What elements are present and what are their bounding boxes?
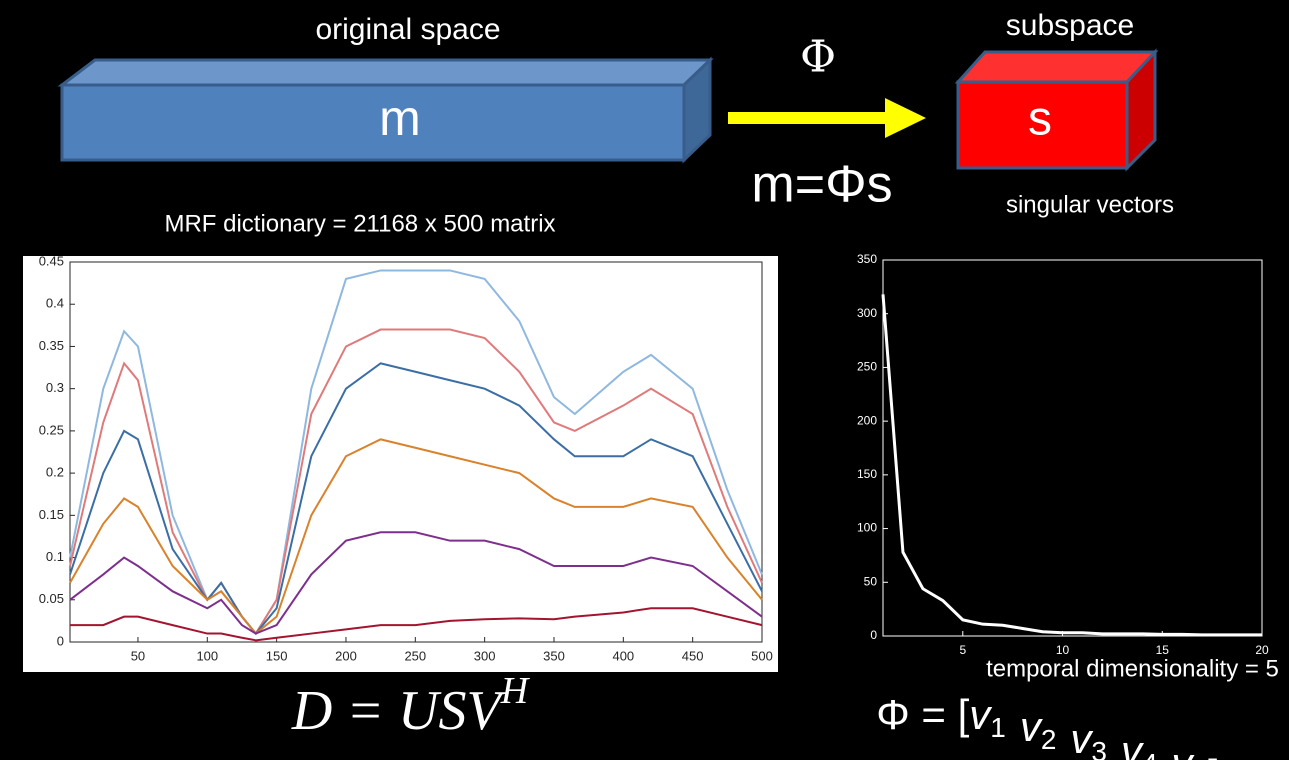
phi-label: Φ xyxy=(800,32,836,83)
x-tick-label: 20 xyxy=(1255,643,1269,657)
s-label: s xyxy=(1028,93,1052,146)
x-tick-label: 200 xyxy=(335,648,357,663)
arrow-head xyxy=(885,98,926,138)
box-top xyxy=(57,58,714,87)
svd-formula: D = USVH xyxy=(291,670,531,742)
series-line xyxy=(69,531,763,635)
formula-index: 3 xyxy=(1091,736,1107,760)
x-tick-label: 450 xyxy=(682,648,704,663)
y-tick-label: 300 xyxy=(857,306,877,320)
formula-vector: v xyxy=(1070,715,1094,760)
formula-sup: H xyxy=(500,670,531,712)
y-tick-label: 0.1 xyxy=(46,549,64,564)
series-line xyxy=(69,269,763,636)
original-label: original space xyxy=(315,13,500,46)
y-tick-label: 350 xyxy=(857,252,877,266)
formula-vector: v xyxy=(1020,703,1044,750)
plot-frame xyxy=(69,261,763,643)
formula-rhs: ] xyxy=(1208,751,1220,760)
x-tick-label: 150 xyxy=(266,648,288,663)
x-axis-label: temporal dimensionality = 5 xyxy=(986,655,1279,682)
dictionary-label: MRF dictionary = 21168 x 500 matrix xyxy=(164,210,555,237)
x-tick-label: 300 xyxy=(474,648,496,663)
formula-index: 2 xyxy=(1041,724,1057,755)
y-tick-label: 0.15 xyxy=(39,507,64,522)
chart-background xyxy=(23,256,778,672)
y-tick-label: 250 xyxy=(857,360,877,374)
y-tick-label: 100 xyxy=(857,521,877,535)
y-tick-label: 0 xyxy=(57,633,64,648)
y-tick-label: 0.25 xyxy=(39,422,64,437)
equation: m=Φs xyxy=(751,156,892,214)
x-tick-label: 500 xyxy=(751,648,773,663)
y-tick-label: 0.2 xyxy=(46,465,64,480)
plot-frame xyxy=(882,259,1263,637)
box-front xyxy=(60,83,686,162)
formula-vector: v xyxy=(1121,727,1145,760)
x-tick-label: 5 xyxy=(959,643,966,657)
m-label: m xyxy=(379,90,421,146)
y-tick-label: 0.4 xyxy=(46,296,64,311)
y-tick-label: 0.45 xyxy=(39,253,64,268)
formula-base: D = USV xyxy=(291,680,507,742)
series-line xyxy=(69,438,763,635)
x-tick-label: 350 xyxy=(543,648,565,663)
phi-formula: Φ = [v1v2v3v4v5] xyxy=(876,691,1220,760)
x-tick-label: 50 xyxy=(131,648,145,663)
y-tick-label: 0 xyxy=(870,628,877,642)
x-tick-label: 10 xyxy=(1056,643,1070,657)
formula-index: 1 xyxy=(990,712,1006,743)
x-tick-label: 100 xyxy=(196,648,218,663)
formula-index: 4 xyxy=(1142,748,1158,760)
y-tick-label: 0.05 xyxy=(39,591,64,606)
cube-front xyxy=(956,80,1129,170)
formula-lhs: Φ = [ xyxy=(876,691,969,738)
y-tick-label: 200 xyxy=(857,413,877,427)
series-line xyxy=(69,362,763,636)
x-tick-label: 250 xyxy=(404,648,426,663)
cube-top xyxy=(954,50,1159,84)
series-line xyxy=(69,328,763,636)
chart-background xyxy=(883,260,1262,636)
subspace-label: subspace xyxy=(1006,9,1134,42)
singular-label: singular vectors xyxy=(1006,191,1174,218)
formula-vector: v xyxy=(1172,739,1196,760)
series-line xyxy=(881,294,1262,637)
series-line xyxy=(70,607,763,642)
x-tick-label: 400 xyxy=(612,648,634,663)
y-tick-label: 150 xyxy=(857,467,877,481)
x-tick-label: 15 xyxy=(1156,643,1170,657)
formula-vector: v xyxy=(969,691,993,738)
y-tick-label: 0.3 xyxy=(46,380,64,395)
y-tick-label: 50 xyxy=(864,574,878,588)
y-tick-label: 0.35 xyxy=(39,338,64,353)
